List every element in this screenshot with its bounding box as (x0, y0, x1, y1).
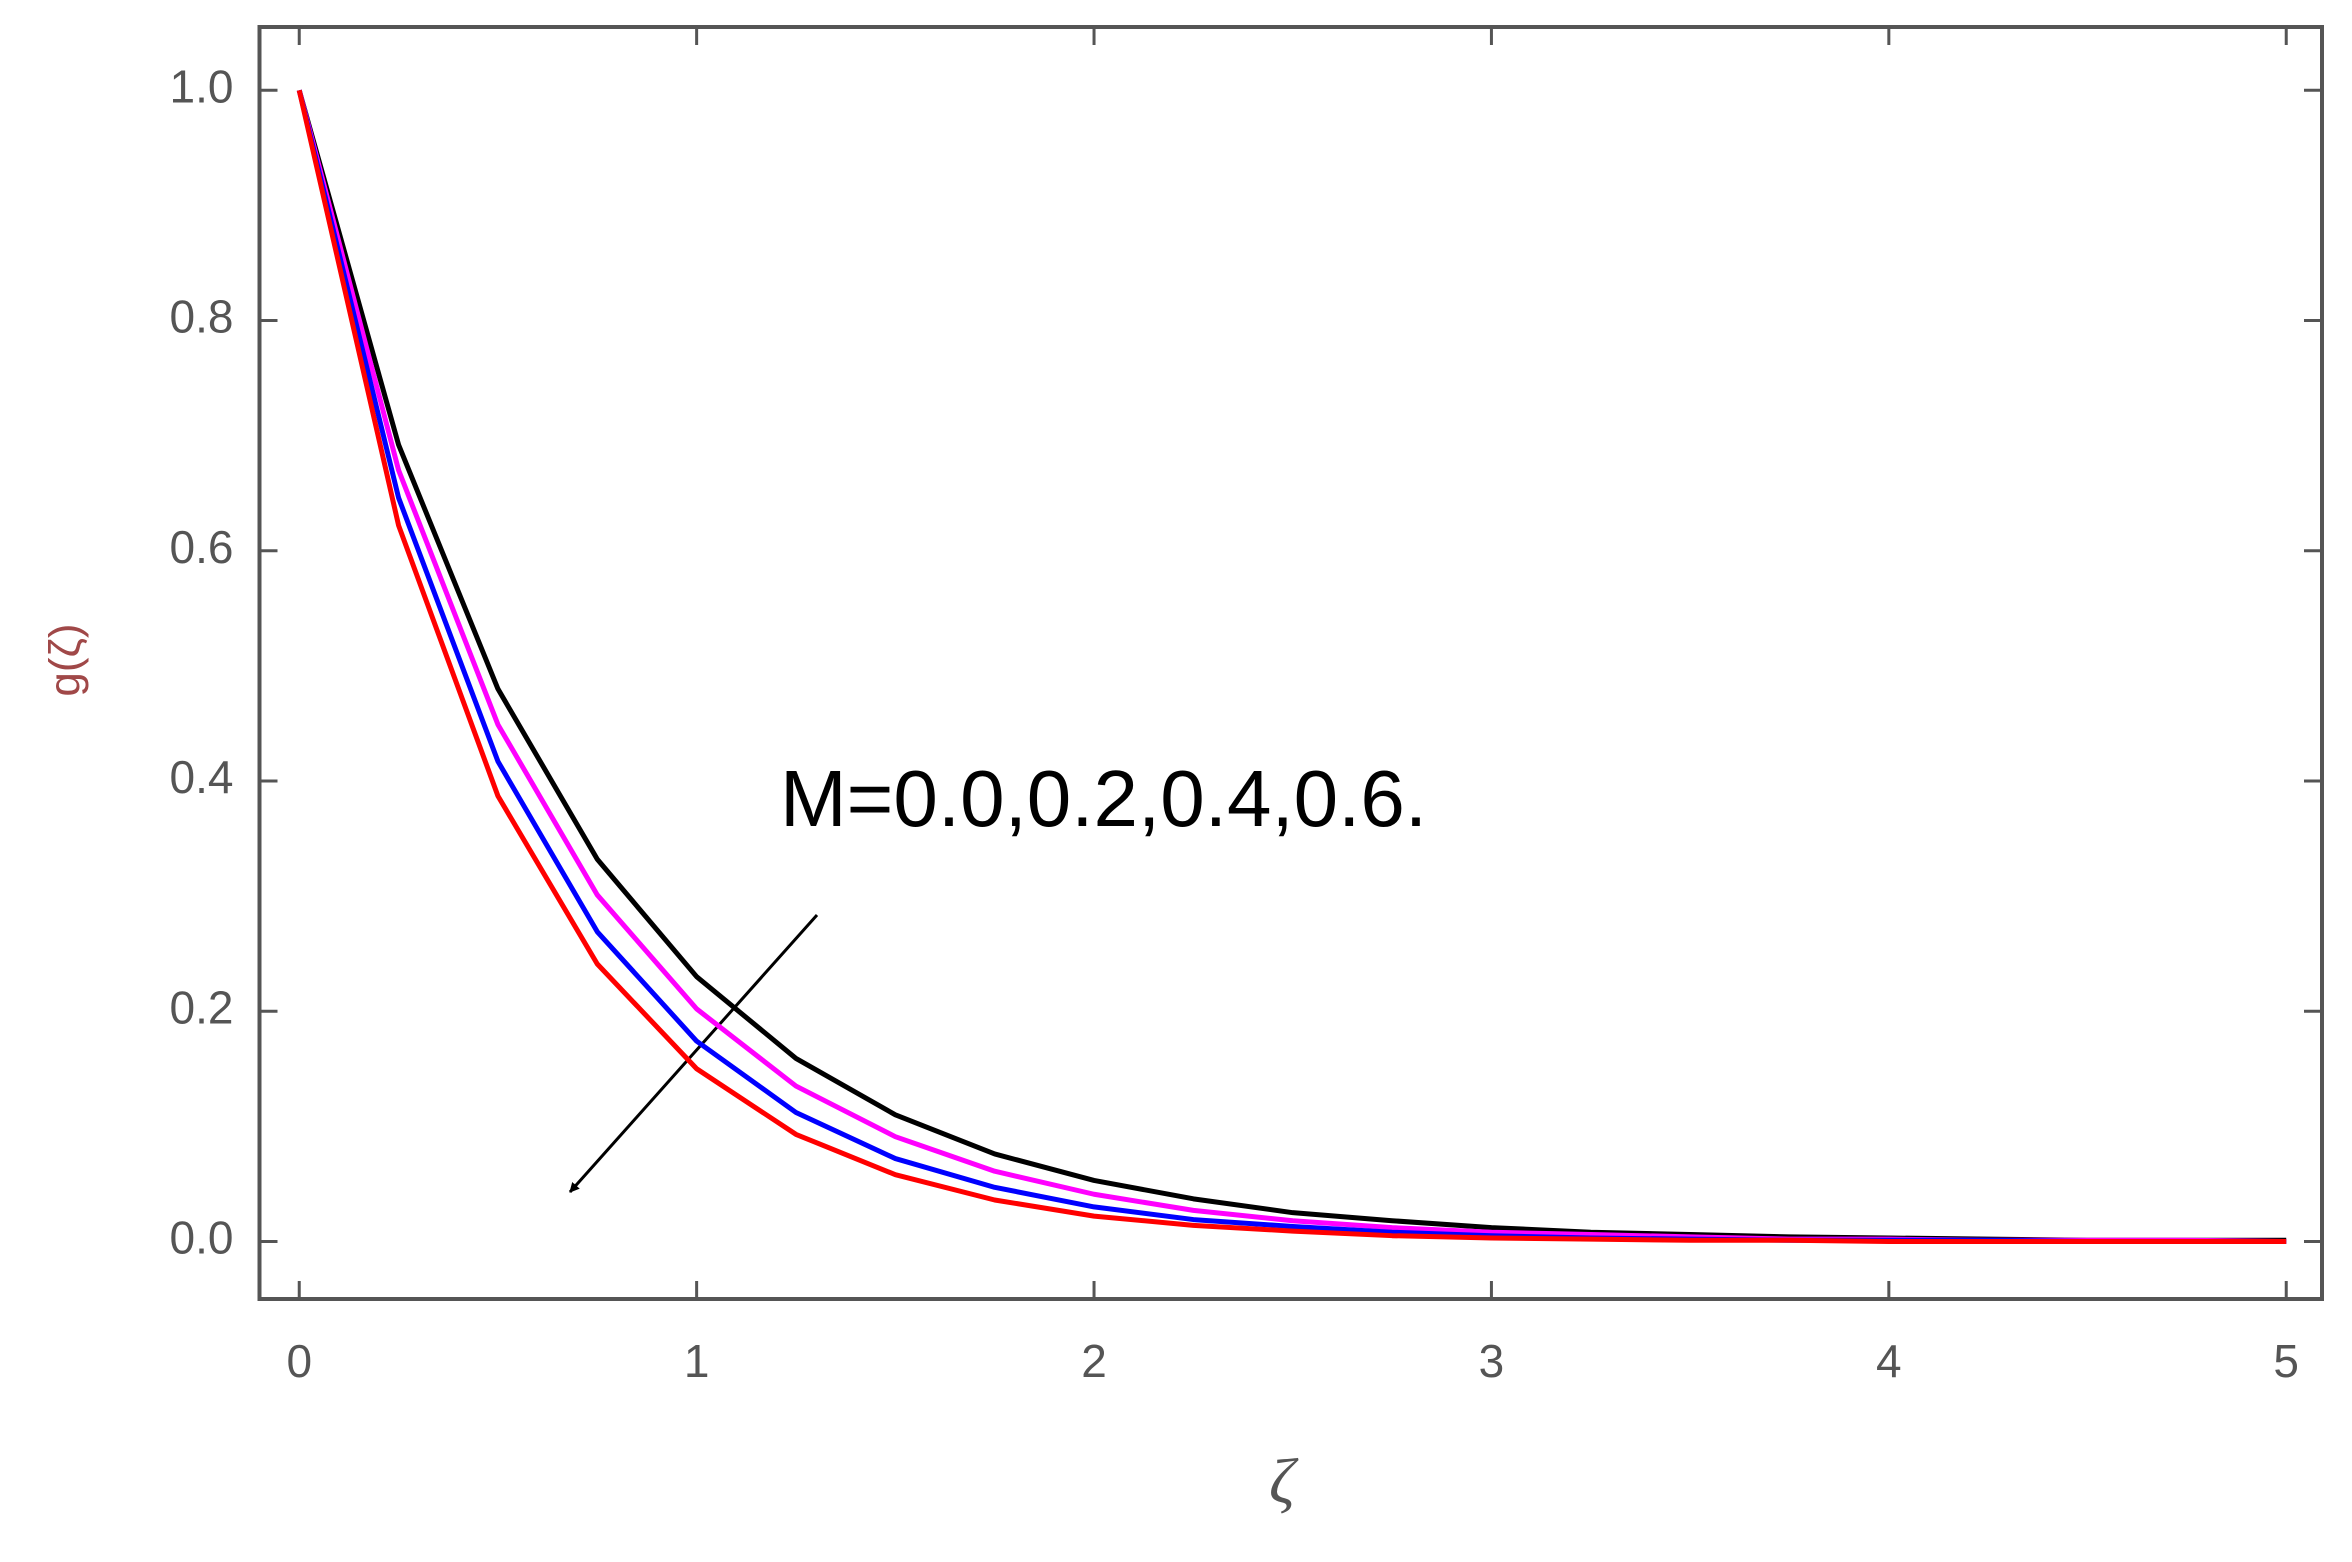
series-line (296, 89, 2287, 1244)
y-axis-label: g(ζ) (41, 623, 90, 696)
y-tick-label: 0.2 (170, 981, 234, 1033)
x-tick-label: 2 (1081, 1335, 1107, 1387)
x-tick-label: 0 (286, 1335, 312, 1387)
y-tick-label: 0.0 (170, 1212, 234, 1264)
annotation: M=0.0,0.2,0.4,0.6. (780, 754, 1427, 843)
annotation-arrow (568, 914, 819, 1193)
x-tick-label: 3 (1479, 1335, 1505, 1387)
x-axis-label: ζ (1269, 1446, 1299, 1517)
y-tick-label: 1.0 (170, 60, 234, 112)
series-line (296, 89, 2287, 1244)
series-line (296, 89, 2287, 1244)
y-tick-label: 0.4 (170, 751, 234, 803)
series-line (296, 89, 2287, 1243)
x-tick-label: 5 (2273, 1335, 2299, 1387)
y-tick-label: 0.8 (170, 291, 234, 343)
plot-frame (257, 25, 2324, 1301)
x-tick-label: 1 (684, 1335, 710, 1387)
y-tick-label: 0.6 (170, 521, 234, 573)
x-tick-label: 4 (1876, 1335, 1902, 1387)
